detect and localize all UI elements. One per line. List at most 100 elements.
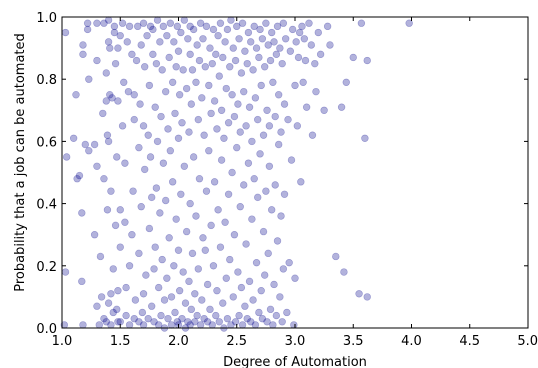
data-point xyxy=(144,314,152,323)
data-point xyxy=(78,209,86,217)
data-point xyxy=(217,106,226,115)
data-point xyxy=(95,321,103,329)
data-point xyxy=(242,122,250,130)
data-point xyxy=(247,318,255,326)
data-point xyxy=(142,271,150,279)
data-point xyxy=(139,19,148,27)
x-tick-label: 1.5 xyxy=(110,334,131,349)
data-point xyxy=(187,305,196,314)
data-point xyxy=(100,19,108,27)
data-point xyxy=(254,193,262,202)
data-point xyxy=(230,112,239,121)
data-point xyxy=(221,38,229,46)
data-point xyxy=(287,156,296,164)
data-point xyxy=(283,308,291,317)
data-point xyxy=(215,72,223,80)
y-tick-label: 0.2 xyxy=(36,260,57,275)
data-point xyxy=(107,321,115,329)
data-point xyxy=(229,44,237,52)
data-point xyxy=(217,156,226,164)
data-point xyxy=(258,314,267,323)
data-point xyxy=(284,115,292,124)
data-point xyxy=(158,255,166,264)
data-point xyxy=(93,19,101,27)
data-point xyxy=(200,314,208,323)
data-point xyxy=(195,56,204,65)
data-point xyxy=(257,81,265,90)
data-point xyxy=(226,63,234,71)
data-point xyxy=(276,44,284,52)
data-point xyxy=(138,308,147,317)
data-point xyxy=(323,22,332,31)
data-point xyxy=(125,262,134,270)
data-point xyxy=(109,265,117,273)
data-point xyxy=(139,122,148,130)
data-point xyxy=(196,321,205,329)
data-point xyxy=(237,283,246,292)
data-point xyxy=(165,53,173,62)
data-point xyxy=(273,22,282,31)
data-point xyxy=(136,100,144,108)
data-point xyxy=(61,268,70,276)
data-point xyxy=(269,321,277,329)
data-point xyxy=(259,227,268,236)
data-point xyxy=(235,311,243,320)
data-point xyxy=(188,66,197,74)
data-point xyxy=(305,19,313,27)
data-point xyxy=(274,140,283,149)
data-point xyxy=(221,218,229,226)
data-point xyxy=(157,112,165,121)
data-point xyxy=(186,50,194,59)
data-point xyxy=(198,296,206,304)
data-point xyxy=(300,35,309,43)
data-point xyxy=(144,131,152,139)
data-point xyxy=(202,22,211,31)
y-tick-label: 0.4 xyxy=(36,198,57,213)
data-point xyxy=(139,321,148,329)
data-point xyxy=(189,153,198,161)
data-point xyxy=(79,50,87,59)
data-point xyxy=(257,286,265,295)
data-point xyxy=(111,59,120,68)
data-point xyxy=(252,258,261,267)
data-point xyxy=(222,84,230,93)
x-tick-label: 1.0 xyxy=(52,334,73,349)
data-point xyxy=(355,290,363,298)
data-point xyxy=(357,19,366,27)
data-point xyxy=(281,35,290,43)
data-point xyxy=(93,56,101,65)
data-point xyxy=(279,19,288,27)
data-point xyxy=(229,293,237,301)
data-point xyxy=(121,218,129,226)
x-tick-label: 4.5 xyxy=(459,334,480,349)
data-point xyxy=(205,147,213,155)
data-point xyxy=(196,19,205,27)
data-point xyxy=(192,78,200,87)
data-point xyxy=(262,19,270,27)
data-point xyxy=(270,280,278,289)
x-tick-label: 2.5 xyxy=(226,334,247,349)
data-point xyxy=(349,53,357,62)
data-point xyxy=(236,128,244,136)
data-point xyxy=(104,16,113,24)
data-point xyxy=(222,274,230,282)
data-point xyxy=(113,305,121,314)
data-point xyxy=(146,22,155,31)
data-point xyxy=(174,47,183,55)
data-point xyxy=(301,56,310,65)
data-point xyxy=(194,265,203,273)
data-point xyxy=(299,78,307,87)
data-point xyxy=(269,78,277,87)
data-point xyxy=(255,53,263,62)
data-point xyxy=(129,187,137,195)
data-point xyxy=(250,175,258,183)
data-point xyxy=(179,66,187,74)
data-point xyxy=(219,53,227,62)
data-point xyxy=(61,28,70,37)
data-point xyxy=(363,293,371,301)
data-point xyxy=(320,106,328,115)
data-point xyxy=(150,265,158,273)
data-point xyxy=(135,318,143,326)
data-point xyxy=(174,134,183,142)
